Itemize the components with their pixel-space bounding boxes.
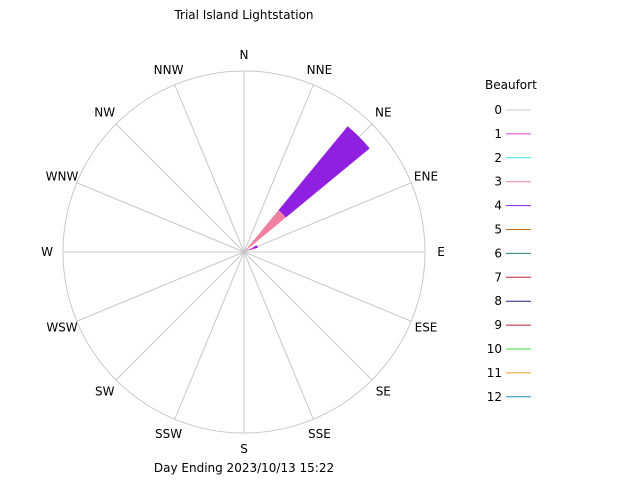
direction-label-s: S <box>240 442 248 456</box>
legend-label-3: 3 <box>494 175 502 189</box>
legend-label-1: 1 <box>494 127 502 141</box>
legend-label-6: 6 <box>494 246 502 260</box>
chart-footer: Day Ending 2023/10/13 15:22 <box>154 461 334 475</box>
direction-label-se: SE <box>376 384 391 398</box>
legend-label-7: 7 <box>494 270 502 284</box>
legend-label-12: 12 <box>487 390 502 404</box>
direction-label-sw: SW <box>95 384 115 398</box>
spoke-ene <box>243 182 412 253</box>
spoke-nw <box>115 123 245 253</box>
spoke-wsw <box>76 251 245 322</box>
sector-ne-beaufort-4 <box>278 126 370 218</box>
direction-labels: N NNE NE ENE E ESE SE SSE S SSW SW WSW W WNW NW NNW <box>41 48 445 456</box>
spoke-nnw <box>174 84 245 253</box>
spoke-sse <box>243 251 314 420</box>
legend-label-10: 10 <box>487 342 502 356</box>
spoke-wnw <box>76 182 245 253</box>
rose-sectors <box>244 126 370 252</box>
sector-ene-beaufort-0 <box>244 249 250 252</box>
spoke-se <box>243 251 373 381</box>
rose-grid <box>62 70 426 434</box>
direction-label-sse: SSE <box>308 427 331 441</box>
legend-label-4: 4 <box>494 199 502 213</box>
sector-ene-beaufort-1 <box>248 246 255 251</box>
spoke-ese <box>243 251 412 322</box>
direction-label-wsw: WSW <box>46 320 77 334</box>
direction-label-wnw: WNW <box>46 170 79 184</box>
direction-label-n: N <box>240 48 249 62</box>
direction-label-ssw: SSW <box>155 427 182 441</box>
legend-label-9: 9 <box>494 318 502 332</box>
direction-label-ne: NE <box>375 106 392 120</box>
direction-label-ese: ESE <box>415 320 438 334</box>
direction-label-ene: ENE <box>414 170 438 184</box>
legend-label-8: 8 <box>494 294 502 308</box>
sector-ne-beaufort-3 <box>244 210 286 252</box>
sector-ene-beaufort-4 <box>253 245 258 249</box>
direction-label-nnw: NNW <box>154 63 184 77</box>
legend-label-0: 0 <box>494 103 502 117</box>
spoke-sw <box>115 251 245 381</box>
direction-label-w: W <box>41 245 53 259</box>
direction-label-nw: NW <box>94 106 115 120</box>
legend-label-5: 5 <box>494 223 502 237</box>
direction-label-e: E <box>437 245 445 259</box>
chart-title: Trial Island Lightstation <box>173 8 313 22</box>
spoke-ssw <box>174 251 245 420</box>
legend-label-2: 2 <box>494 151 502 165</box>
spoke-nne <box>243 84 314 253</box>
legend-title: Beaufort <box>485 78 537 92</box>
legend-label-11: 11 <box>487 366 502 380</box>
direction-label-nne: NNE <box>307 63 333 77</box>
